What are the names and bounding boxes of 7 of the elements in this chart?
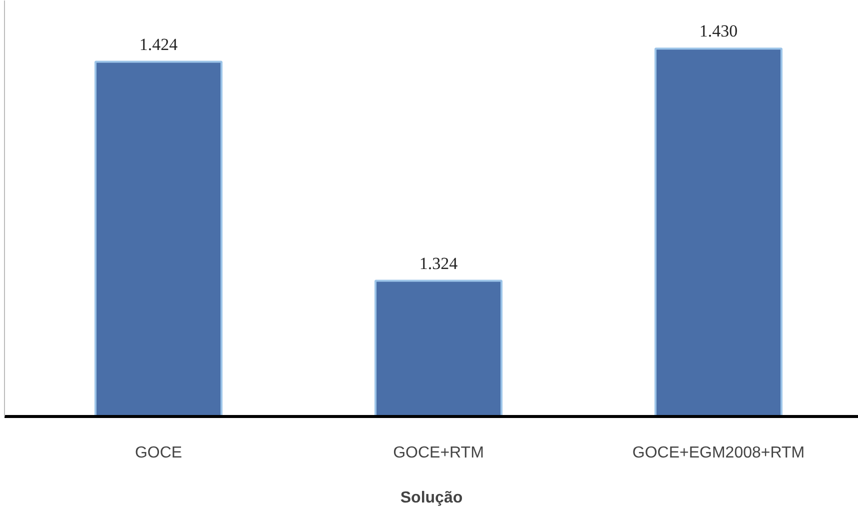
data-label: 1.424 xyxy=(139,34,178,54)
x-tick-label: GOCE xyxy=(134,444,182,462)
data-label: 1.430 xyxy=(699,22,738,41)
x-tick-label: GOCE+EGM2008+RTM xyxy=(632,444,805,462)
data-label: 1.324 xyxy=(419,254,458,273)
x-tick-label: GOCE+RTM xyxy=(393,444,484,462)
x-axis-title: Solução xyxy=(400,490,463,506)
